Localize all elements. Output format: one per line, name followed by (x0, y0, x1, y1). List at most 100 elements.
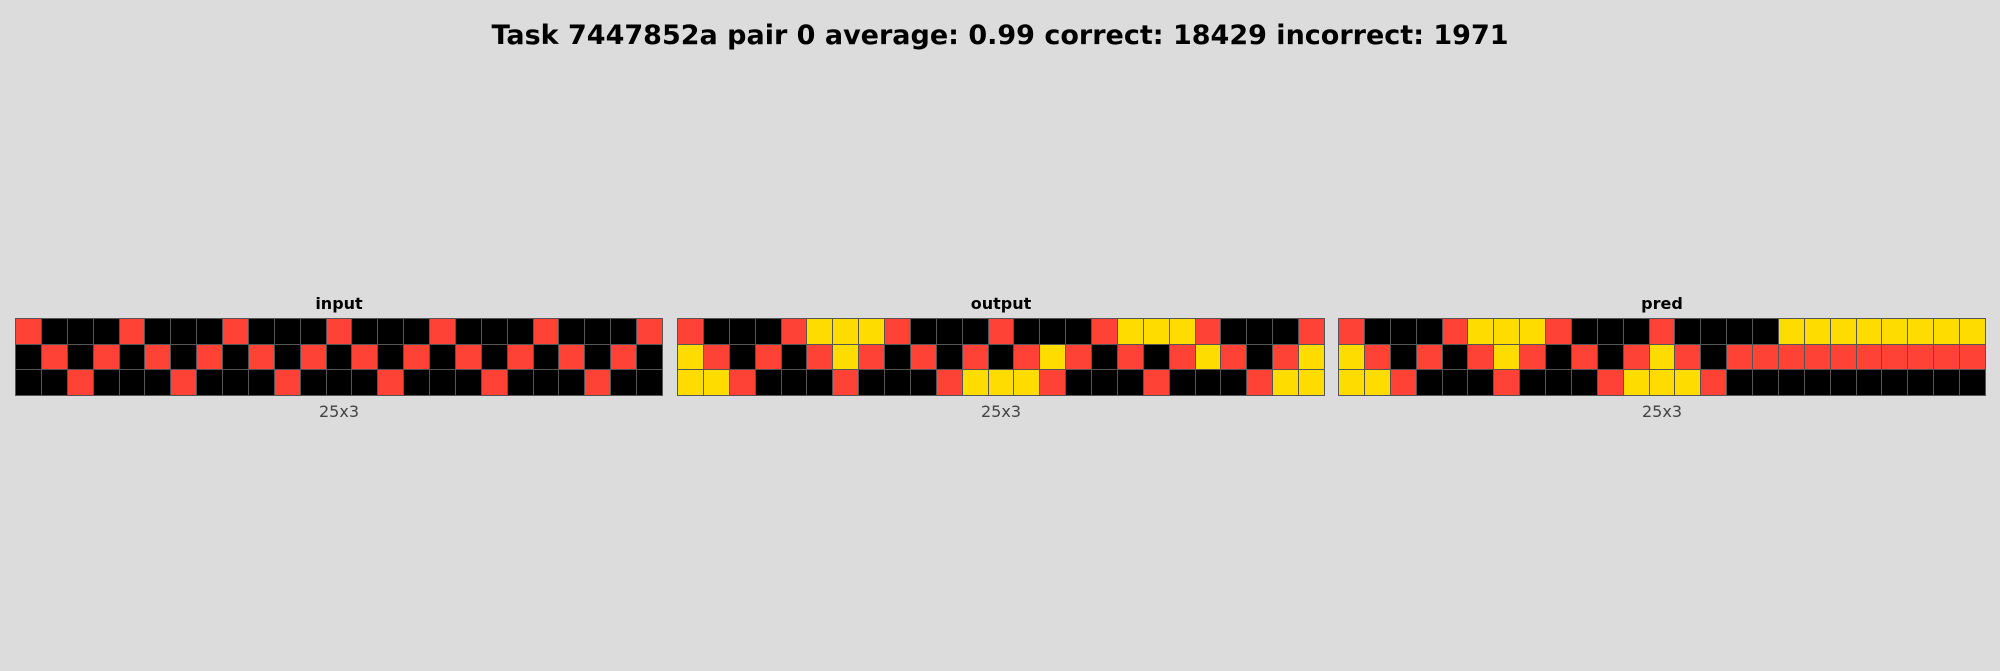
grid-cell (1416, 344, 1442, 370)
grid-cell (1934, 370, 1960, 395)
grid-cell (481, 319, 507, 344)
grid-cell (1908, 319, 1934, 344)
grid-cell (1830, 344, 1856, 370)
grid-cell (1066, 370, 1092, 395)
grid-cell (755, 344, 781, 370)
grid-cell (1299, 370, 1324, 395)
grid-cell (430, 344, 455, 370)
grid-cell (300, 344, 326, 370)
grid-cell (1675, 319, 1701, 344)
grid-cell (274, 370, 300, 395)
grid-cell (885, 344, 910, 370)
grid-cell (1364, 344, 1390, 370)
grid-cell (1169, 370, 1195, 395)
grid-cell (1040, 344, 1066, 370)
grid-cell (67, 370, 93, 395)
grid-cell (1092, 344, 1117, 370)
grid-cell (962, 319, 988, 344)
grid-cell (1092, 319, 1117, 344)
grid-cell (93, 344, 119, 370)
grid-cell (729, 370, 755, 395)
grid-cell (885, 370, 910, 395)
grid-cell (16, 319, 41, 344)
grid-cell (1520, 319, 1546, 344)
grid-cell (1390, 319, 1416, 344)
grid-cell (611, 370, 637, 395)
grid-cell (1364, 319, 1390, 344)
grid-cell (1623, 344, 1649, 370)
grid-cell (1299, 344, 1324, 370)
grid-cell (1273, 319, 1299, 344)
grid-cell (507, 319, 533, 344)
grid-cell (781, 344, 807, 370)
grid-cell (1804, 319, 1830, 344)
grid-cell (16, 370, 41, 395)
grid-cell (1623, 370, 1649, 395)
grid-cell (1195, 344, 1221, 370)
pred-dims: 25x3 (1641, 402, 1682, 421)
grid-cell (1040, 370, 1066, 395)
grid-cell (678, 344, 703, 370)
grid-cell (1442, 344, 1468, 370)
output-panel: output 25x3 (677, 290, 1325, 421)
grid-cell (1727, 319, 1753, 344)
output-label: output (970, 294, 1032, 313)
grid-cell (378, 344, 404, 370)
grid-cell (1571, 319, 1597, 344)
grid-cell (1546, 370, 1571, 395)
grid-cell (171, 319, 197, 344)
grid-cell (67, 319, 93, 344)
grid-cell (936, 370, 962, 395)
grid-cell (248, 319, 274, 344)
grid-cell (145, 370, 171, 395)
grid-cell (703, 370, 729, 395)
grid-cell (455, 319, 481, 344)
grid-cell (703, 319, 729, 344)
grid-cell (145, 344, 171, 370)
grid-cell (1117, 319, 1143, 344)
grid-cell (1856, 344, 1882, 370)
grid-cell (1014, 344, 1040, 370)
grid-cell (1442, 319, 1468, 344)
grid-cell (1908, 344, 1934, 370)
input-label: input (315, 294, 363, 313)
grid-cell (1882, 370, 1908, 395)
grid-cell (1753, 319, 1778, 344)
grid-cell (1221, 370, 1247, 395)
grid-cell (481, 344, 507, 370)
output-dims: 25x3 (980, 402, 1021, 421)
grid-cell (1908, 370, 1934, 395)
grid-cell (1494, 370, 1520, 395)
grid-cell (1117, 344, 1143, 370)
grid-cell (936, 344, 962, 370)
grid-cell (1675, 370, 1701, 395)
grid-cell (533, 344, 559, 370)
grid-cell (1778, 344, 1804, 370)
grid-cell (223, 370, 248, 395)
grid-cell (988, 370, 1014, 395)
grid-cell (248, 344, 274, 370)
grid-cell (1830, 319, 1856, 344)
grid-cell (352, 344, 378, 370)
grid-cell (1195, 370, 1221, 395)
grid-cell (1273, 370, 1299, 395)
grid-cell (1571, 370, 1597, 395)
grid-cell (962, 370, 988, 395)
grid-cell (910, 319, 936, 344)
grid-cell (326, 344, 352, 370)
grid-cell (559, 370, 585, 395)
grid-cell (248, 370, 274, 395)
grid-cell (326, 370, 352, 395)
grid-cell (962, 344, 988, 370)
grid-cell (936, 319, 962, 344)
grid-cell (1066, 344, 1092, 370)
grid-cell (988, 319, 1014, 344)
grid-cell (1882, 344, 1908, 370)
grid-cell (1830, 370, 1856, 395)
grid-cell (1339, 370, 1364, 395)
grid-cell (1701, 319, 1727, 344)
grid-cell (1494, 344, 1520, 370)
pred-label: pred (1641, 294, 1683, 313)
grid-cell (585, 370, 611, 395)
grid-cell (1390, 370, 1416, 395)
